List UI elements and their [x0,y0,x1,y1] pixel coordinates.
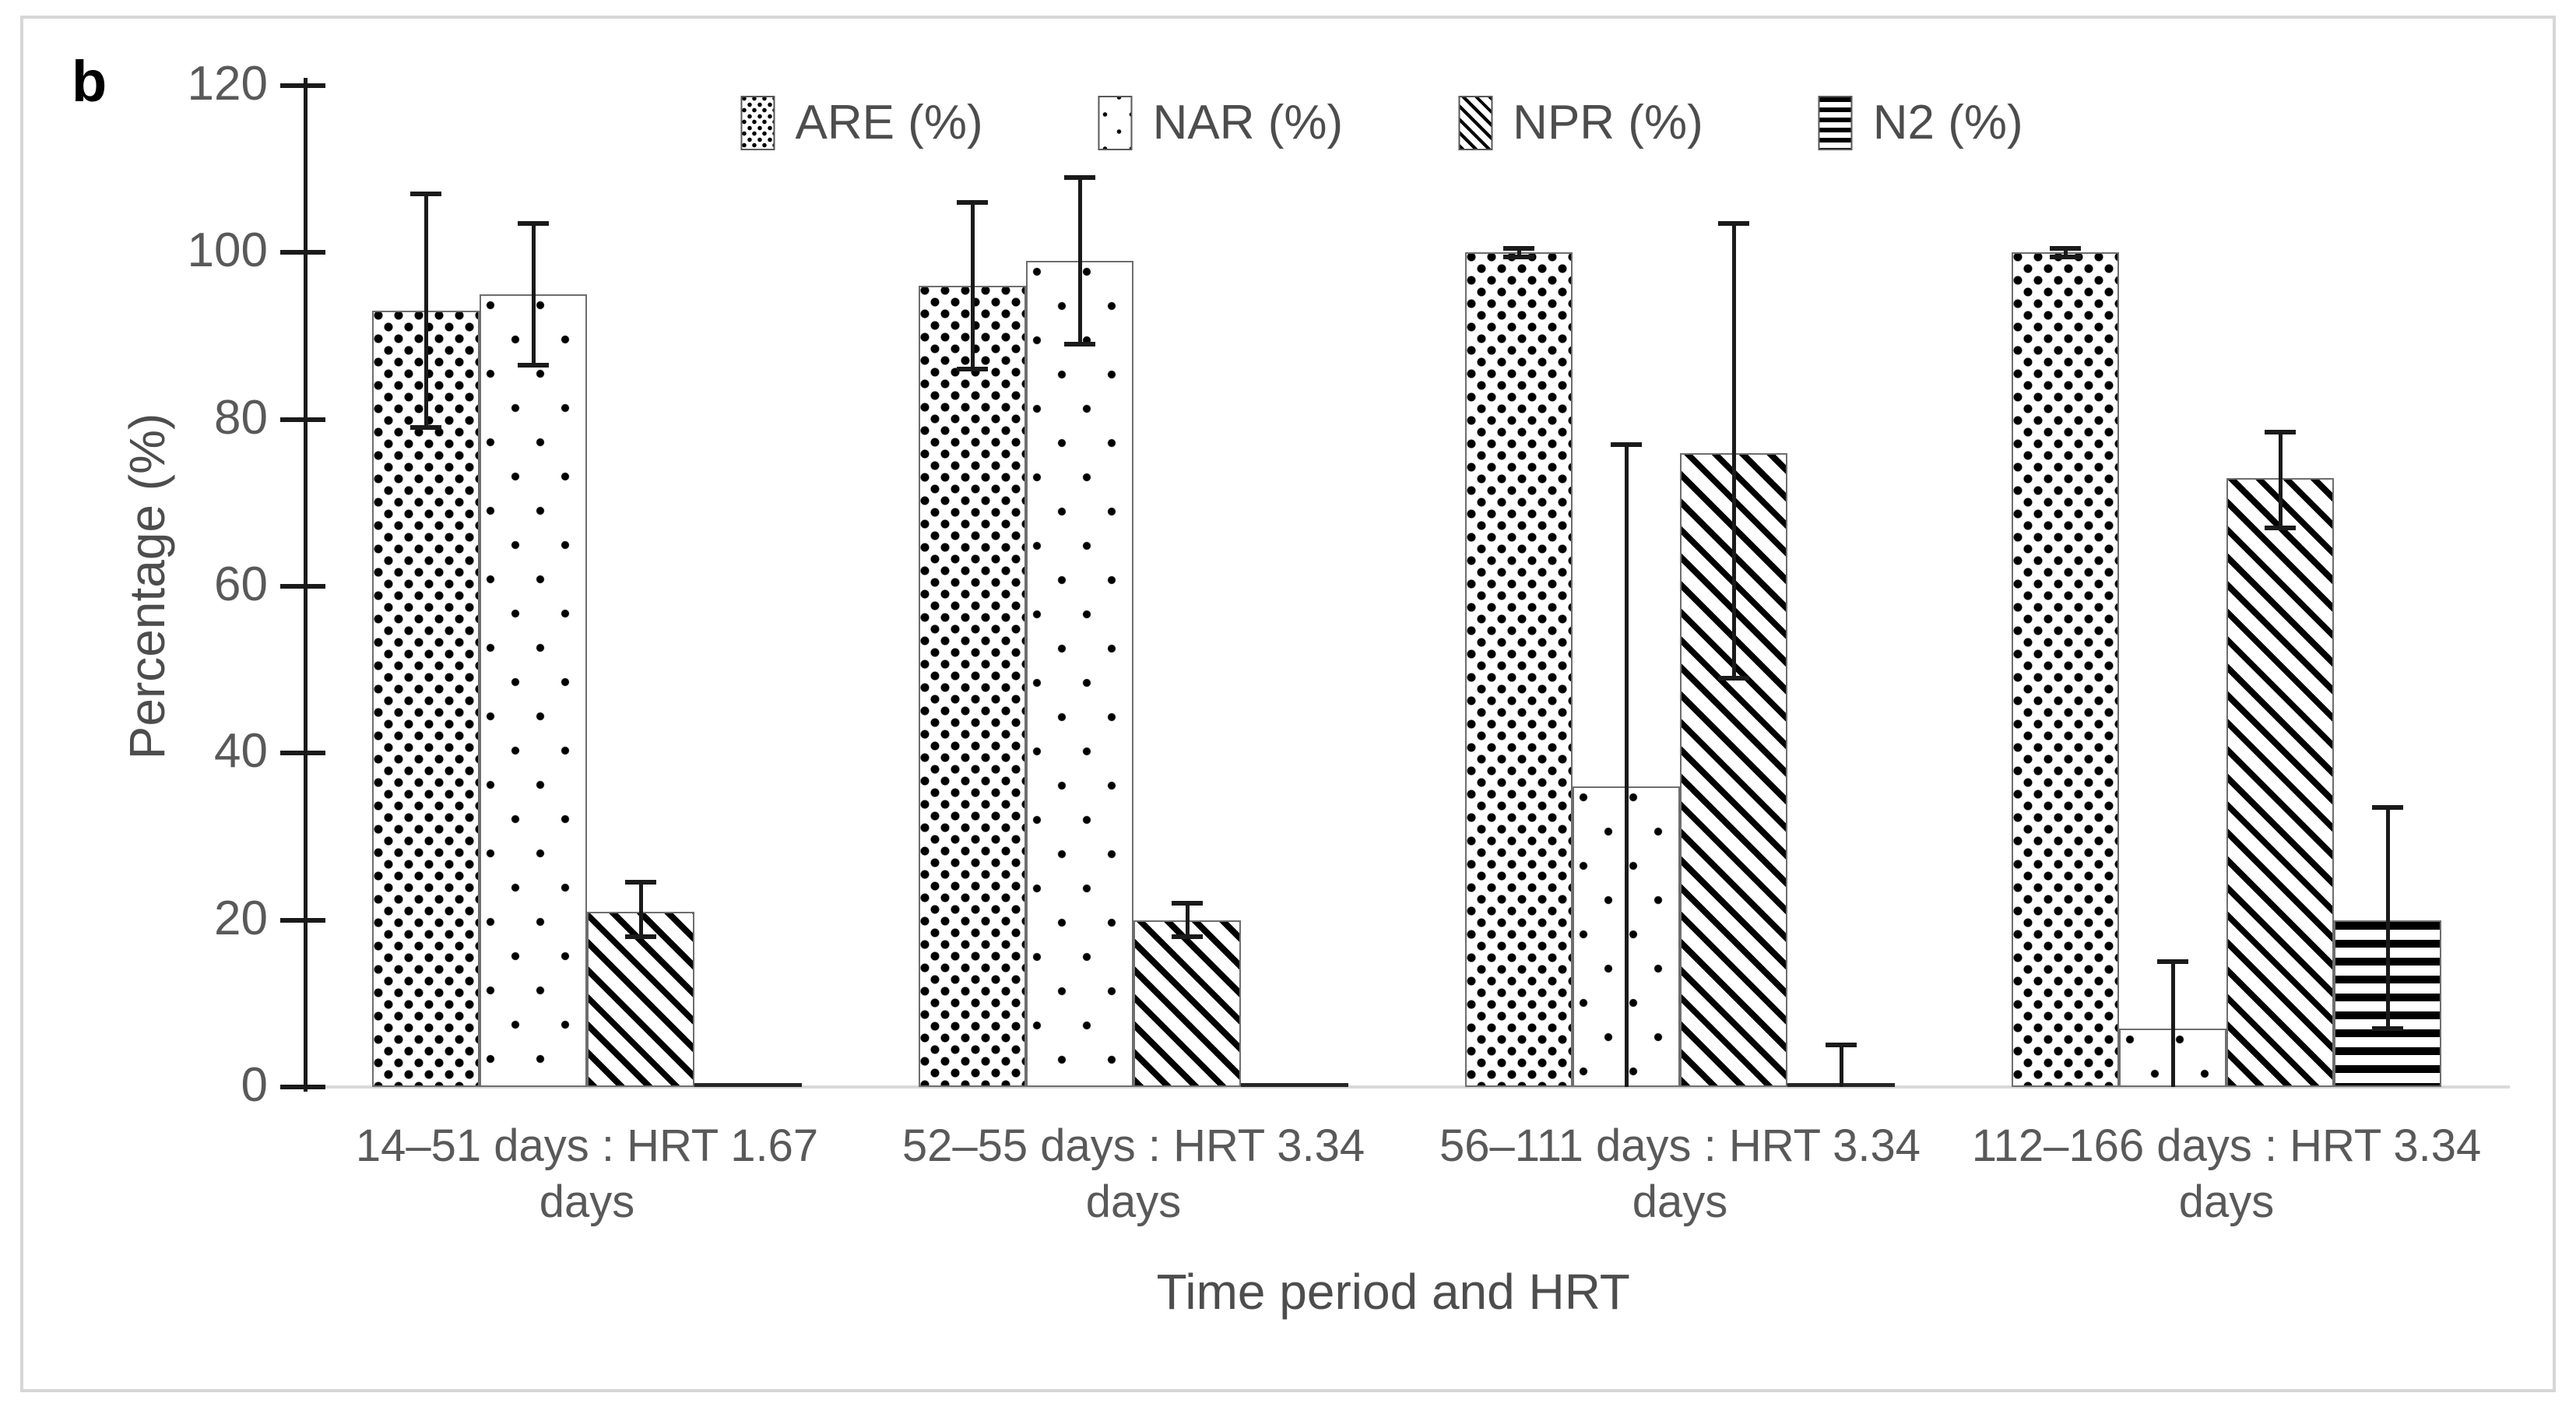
npr-pattern-swatch-icon [1458,95,1493,150]
bar-n2-group1 [694,1083,802,1087]
error-cap-bottom-npr-group3 [1718,675,1749,681]
category-label-4: 112–166 days : HRT 3.34 days [1971,1120,2482,1227]
y-tick-label-120: 120 [187,57,268,111]
error-bar-nar-group3 [1624,444,1629,1087]
error-bar-npr-group3 [1731,223,1736,678]
category-label-3: 56–111 days : HRT 3.34 days [1439,1120,1921,1227]
y-tick-label-80: 80 [214,390,268,445]
y-tick-40 [280,751,325,756]
bar-npr-group1 [587,911,694,1087]
error-bar-are-group4 [2063,248,2068,257]
legend-item-nar: NAR (%) [1098,95,1344,150]
legend-item-n2: N2 (%) [1818,95,2023,150]
bar-are-group3 [1465,252,1573,1087]
legend-item-are: ARE (%) [740,95,983,150]
error-bar-npr-group1 [638,882,643,937]
bar-group-2 [919,86,1348,1087]
error-cap-bottom-are-group1 [410,425,441,431]
error-cap-bottom-are-group4 [2050,254,2081,259]
bar-group-1 [372,86,802,1087]
error-cap-top-npr-group4 [2265,429,2296,434]
error-cap-bottom-npr-group1 [625,934,656,940]
error-cap-top-are-group4 [2050,245,2081,251]
legend-label-nar: NAR (%) [1152,96,1344,149]
error-cap-top-are-group3 [1503,245,1534,251]
error-cap-bottom-npr-group4 [2265,525,2296,530]
bar-are-group4 [2012,252,2119,1087]
error-cap-top-n2-group3 [1826,1043,1857,1048]
y-tick-100 [280,250,325,255]
n2-pattern-swatch-icon [1818,95,1853,150]
error-bar-nar-group2 [1077,177,1082,345]
bar-nar-group1 [480,294,587,1087]
bar-are-group1 [372,311,480,1087]
error-cap-bottom-npr-group2 [1172,934,1203,940]
error-cap-top-nar-group2 [1064,174,1095,180]
legend-label-are: ARE (%) [795,96,983,149]
category-label-1: 14–51 days : HRT 1.67 days [355,1120,819,1227]
error-cap-bottom-nar-group2 [1064,342,1095,347]
bar-nar-group2 [1026,261,1133,1087]
error-bar-npr-group4 [2278,431,2283,528]
error-bar-nar-group4 [2170,962,2175,1087]
y-tick-label-40: 40 [214,724,268,779]
y-tick-80 [280,417,325,422]
nar-pattern-swatch-icon [1098,95,1133,150]
legend-label-n2: N2 (%) [1872,96,2023,149]
legend-label-npr: NPR (%) [1513,96,1703,149]
bar-npr-group2 [1133,920,1241,1087]
bar-npr-group4 [2226,477,2334,1087]
y-tick-120 [280,83,325,88]
plot-area: Percentage (%) Time period and HRT ARE (… [119,57,2510,1320]
error-cap-top-nar-group1 [518,220,549,226]
y-tick-60 [280,584,325,589]
x-axis-baseline [304,1085,2510,1089]
error-cap-top-nar-group4 [2157,959,2188,965]
error-cap-top-are-group2 [957,200,988,206]
x-axis-title: Time period and HRT [1156,1264,1630,1320]
panel-label: b [72,49,107,114]
error-cap-top-are-group1 [410,192,441,197]
bar-group-4 [2012,86,2441,1087]
error-bar-nar-group1 [531,223,536,366]
bar-are-group2 [919,286,1026,1087]
error-bar-are-group3 [1516,248,1521,257]
y-tick-label-60: 60 [214,558,268,611]
error-cap-bottom-nar-group1 [518,363,549,368]
error-bar-are-group2 [970,202,975,370]
bar-n2-group2 [1241,1083,1348,1087]
error-bar-n2-group4 [2385,807,2390,1029]
y-tick-20 [280,917,325,923]
category-label-2: 52–55 days : HRT 3.34 days [901,1120,1365,1227]
error-cap-top-npr-group1 [625,880,656,885]
error-bar-npr-group2 [1185,903,1190,937]
y-tick-label-0: 0 [241,1058,268,1112]
y-tick-0 [280,1085,325,1089]
are-pattern-swatch-icon [740,95,775,150]
y-tick-label-100: 100 [187,223,268,278]
y-tick-label-20: 20 [214,891,268,945]
error-cap-top-npr-group2 [1172,901,1203,906]
bar-group-3 [1465,86,1895,1087]
error-cap-top-npr-group3 [1718,220,1749,226]
error-cap-bottom-are-group3 [1503,254,1534,259]
error-cap-top-nar-group3 [1611,441,1642,447]
legend-item-npr: NPR (%) [1458,95,1703,150]
error-cap-top-n2-group4 [2372,805,2403,810]
error-bar-n2-group3 [1839,1045,1843,1087]
error-cap-bottom-are-group2 [957,367,988,372]
figure-frame: b Percentage (%) Time period and HRT ARE… [20,16,2556,1392]
error-cap-bottom-n2-group4 [2372,1025,2403,1031]
error-bar-are-group1 [423,194,428,428]
legend: ARE (%) NAR (%) NPR (%) N2 (%) [740,95,2023,150]
